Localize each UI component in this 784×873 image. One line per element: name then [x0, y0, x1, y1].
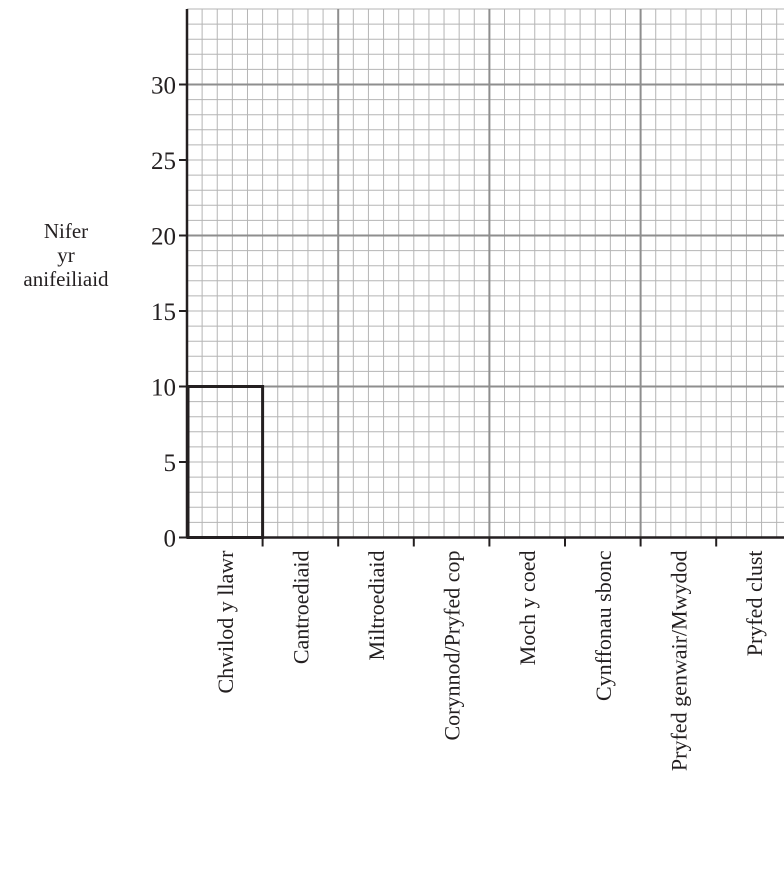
- y-axis-label-line: Nifer: [44, 219, 88, 243]
- minor-grid: [187, 8, 784, 538]
- x-tick-label: Cantroediaid: [288, 551, 313, 665]
- y-tick-label: 10: [151, 375, 176, 402]
- y-axis-label: Nifer yr anifeiliaid: [23, 219, 109, 291]
- x-axis-ticks: Chwilod y llawr Cantroediaid Miltroediaid C…: [213, 537, 767, 772]
- x-tick-label: Miltroediaid: [364, 551, 389, 661]
- axes: [185, 9, 784, 539]
- bars: [186, 385, 265, 539]
- y-axis-label-line: yr: [57, 243, 75, 267]
- x-tick-label: Cynffonau sbonc: [591, 550, 616, 701]
- y-tick-label: 30: [151, 73, 176, 100]
- major-grid: [187, 9, 784, 538]
- y-axis-ticks: 0 5 10 15 20 25 30: [151, 73, 187, 553]
- bar: [186, 385, 265, 539]
- y-tick-label: 5: [164, 450, 177, 477]
- y-tick-label: 25: [151, 148, 176, 175]
- x-tick-label: Pryfed clust: [742, 551, 767, 657]
- x-tick-label: Pryfed genwair/Mwydod: [666, 551, 691, 772]
- x-tick-label: Chwilod y llawr: [213, 550, 238, 694]
- x-tick-label: Moch y coed: [515, 551, 540, 666]
- y-tick-label: 15: [151, 299, 176, 326]
- y-axis-label-line: anifeiliaid: [23, 267, 109, 291]
- y-tick-label: 20: [151, 224, 176, 251]
- x-tick-label: Corynnod/Pryfed cop: [440, 551, 465, 741]
- y-tick-label: 0: [164, 526, 177, 553]
